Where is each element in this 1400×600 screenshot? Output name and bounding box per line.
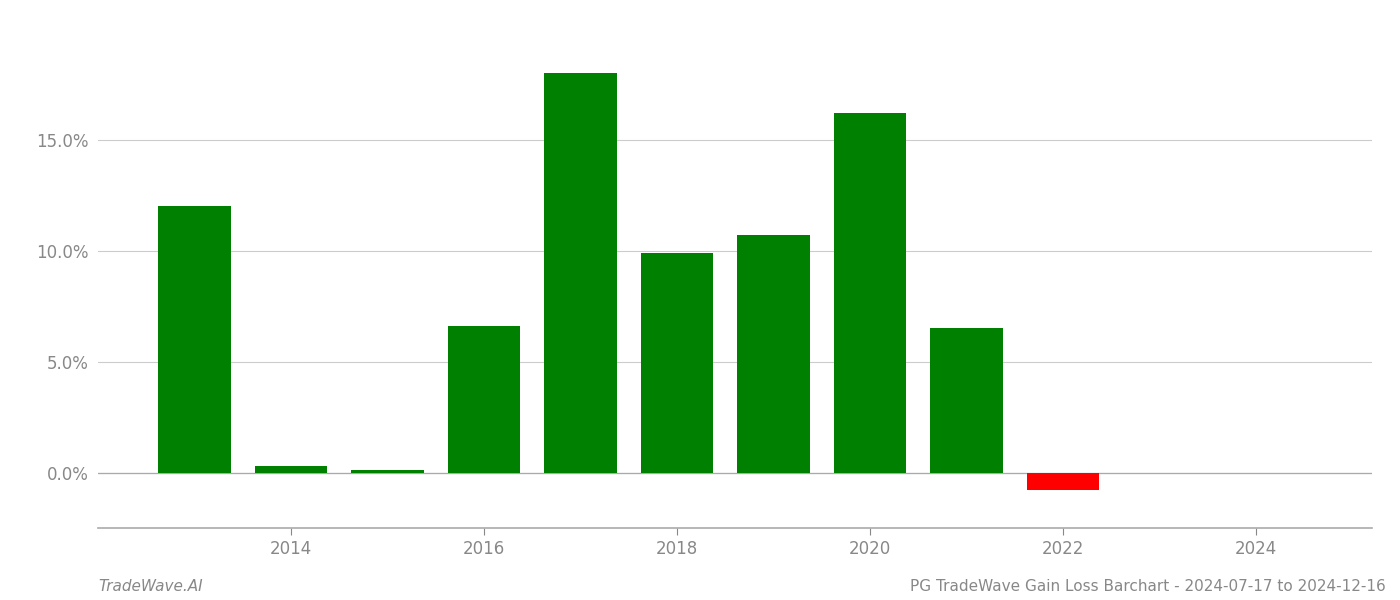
Bar bbox=[351, 470, 424, 473]
Text: PG TradeWave Gain Loss Barchart - 2024-07-17 to 2024-12-16: PG TradeWave Gain Loss Barchart - 2024-0… bbox=[910, 579, 1386, 594]
Bar bbox=[545, 73, 617, 473]
Bar bbox=[641, 253, 713, 473]
Bar bbox=[448, 326, 521, 473]
Bar bbox=[738, 235, 809, 473]
Bar bbox=[931, 328, 1002, 473]
Bar bbox=[1028, 473, 1099, 490]
Bar bbox=[255, 466, 328, 473]
Text: TradeWave.AI: TradeWave.AI bbox=[98, 579, 203, 594]
Bar bbox=[834, 113, 906, 473]
Bar bbox=[158, 206, 231, 473]
